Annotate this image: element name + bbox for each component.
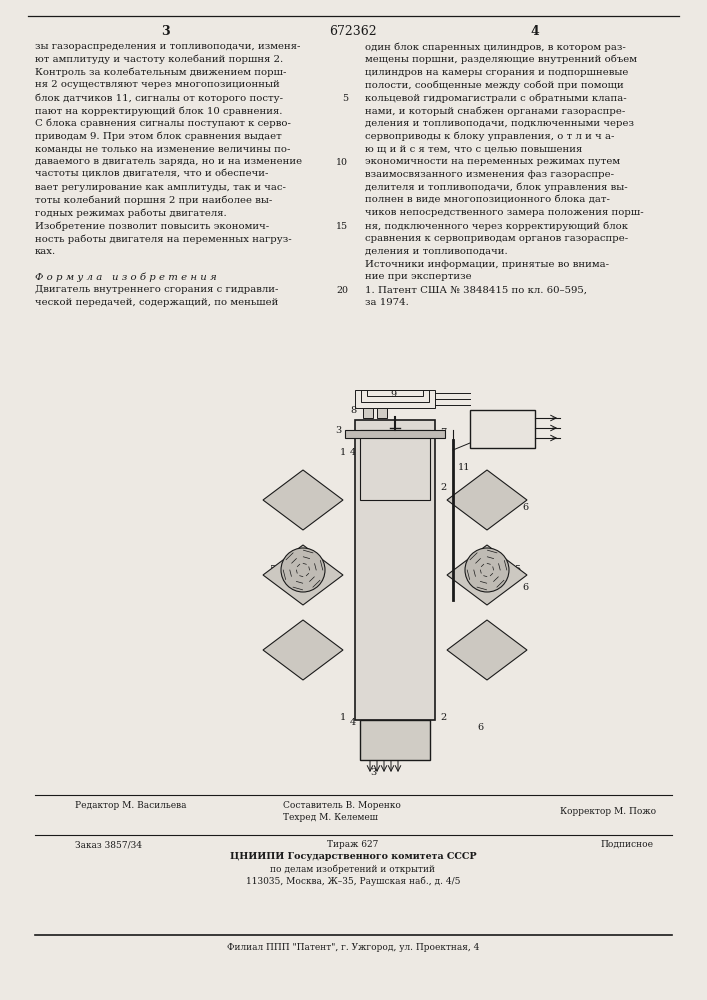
- Text: Контроль за колебательным движением порш-: Контроль за колебательным движением порш…: [35, 68, 286, 77]
- Text: ня, подключенного через корректирующий блок: ня, подключенного через корректирующий б…: [365, 221, 628, 231]
- Bar: [360, 430, 430, 500]
- Text: ю щ и й с я тем, что с целью повышения: ю щ и й с я тем, что с целью повышения: [365, 144, 583, 153]
- Text: 2: 2: [440, 713, 446, 722]
- Circle shape: [465, 548, 509, 592]
- Polygon shape: [263, 620, 343, 680]
- Text: Тираж 627: Тираж 627: [327, 840, 379, 849]
- Text: 8: 8: [350, 406, 356, 415]
- Text: Редактор М. Васильева: Редактор М. Васильева: [75, 801, 187, 810]
- Text: ня 2 осуществляют через многопозиционный: ня 2 осуществляют через многопозиционный: [35, 80, 280, 89]
- Text: 3: 3: [160, 25, 169, 38]
- Text: тоты колебаний поршня 2 при наиболее вы-: тоты колебаний поршня 2 при наиболее вы-: [35, 196, 272, 205]
- Text: 4: 4: [531, 25, 539, 38]
- Text: ность работы двигателя на переменных нагруз-: ность работы двигателя на переменных наг…: [35, 234, 291, 243]
- Bar: [355, 420, 435, 720]
- Text: полнен в виде многопозиционного блока дат-: полнен в виде многопозиционного блока да…: [365, 196, 610, 205]
- Text: С блока сравнения сигналы поступают к серво-: С блока сравнения сигналы поступают к се…: [35, 119, 291, 128]
- Text: вает регулирование как амплитуды, так и час-: вает регулирование как амплитуды, так и …: [35, 183, 286, 192]
- Text: 11: 11: [458, 463, 470, 472]
- Bar: [363, 408, 373, 418]
- Bar: [367, 390, 423, 396]
- Text: цилиндров на камеры сгорания и подпоршневые: цилиндров на камеры сгорания и подпоршне…: [365, 68, 629, 77]
- Text: 9: 9: [390, 390, 396, 399]
- Text: полости, сообщенные между собой при помощи: полости, сообщенные между собой при помо…: [365, 80, 624, 90]
- Text: блок датчиков 11, сигналы от которого посту-: блок датчиков 11, сигналы от которого по…: [35, 93, 283, 103]
- Text: 10: 10: [336, 158, 348, 167]
- Bar: [470, 410, 535, 448]
- Text: 672362: 672362: [329, 25, 377, 38]
- Text: даваемого в двигатель заряда, но и на изменение: даваемого в двигатель заряда, но и на из…: [35, 157, 302, 166]
- Text: Изобретение позволит повысить экономич-: Изобретение позволит повысить экономич-: [35, 221, 269, 231]
- Text: мещены поршни, разделяющие внутренний объем: мещены поршни, разделяющие внутренний об…: [365, 55, 637, 64]
- Text: Техред М. Келемеш: Техред М. Келемеш: [283, 813, 378, 822]
- Text: сервоприводы к блоку управления, о т л и ч а-: сервоприводы к блоку управления, о т л и…: [365, 132, 614, 141]
- Text: 3: 3: [370, 768, 376, 777]
- Text: годных режимах работы двигателя.: годных режимах работы двигателя.: [35, 208, 227, 218]
- Text: Двигатель внутреннего сгорания с гидравли-: Двигатель внутреннего сгорания с гидравл…: [35, 285, 279, 294]
- Text: кольцевой гидромагистрали с обратными клапа-: кольцевой гидромагистрали с обратными кл…: [365, 93, 626, 103]
- Text: деления и топливоподачи, подключенными через: деления и топливоподачи, подключенными ч…: [365, 119, 634, 128]
- Text: за 1974.: за 1974.: [365, 298, 409, 307]
- Text: ние при экспертизе: ние при экспертизе: [365, 272, 472, 281]
- Text: ЦНИИПИ Государственного комитета СССР: ЦНИИПИ Государственного комитета СССР: [230, 852, 477, 861]
- Text: 113035, Москва, Ж–35, Раушская наб., д. 4/5: 113035, Москва, Ж–35, Раушская наб., д. …: [246, 876, 460, 886]
- Text: Корректор М. Пожо: Корректор М. Пожо: [560, 807, 656, 816]
- Text: 7: 7: [440, 428, 446, 437]
- Text: 2: 2: [440, 483, 446, 492]
- Text: 6: 6: [477, 723, 483, 732]
- Text: ках.: ках.: [35, 247, 57, 256]
- Polygon shape: [447, 620, 527, 680]
- Text: делителя и топливоподачи, блок управления вы-: делителя и топливоподачи, блок управлени…: [365, 183, 628, 192]
- Text: Подписное: Подписное: [600, 840, 653, 849]
- Text: 1: 1: [340, 448, 346, 457]
- Text: ют амплитуду и частоту колебаний поршня 2.: ют амплитуду и частоту колебаний поршня …: [35, 55, 284, 64]
- Text: 4: 4: [350, 448, 356, 457]
- Text: деления и топливоподачи.: деления и топливоподачи.: [365, 247, 508, 256]
- Bar: [345, 430, 445, 438]
- Polygon shape: [447, 470, 527, 530]
- Text: 15: 15: [336, 222, 348, 231]
- Text: чиков непосредственного замера положения порш-: чиков непосредственного замера положения…: [365, 208, 643, 217]
- Bar: [355, 390, 435, 408]
- Text: 5: 5: [342, 94, 348, 103]
- Text: 1. Патент США № 3848415 по кл. 60–595,: 1. Патент США № 3848415 по кл. 60–595,: [365, 285, 587, 294]
- Text: нами, и который снабжен органами газораспре-: нами, и который снабжен органами газорас…: [365, 106, 625, 115]
- Text: частоты циклов двигателя, что и обеспечи-: частоты циклов двигателя, что и обеспечи…: [35, 170, 269, 179]
- Text: 4: 4: [350, 718, 356, 727]
- Bar: [360, 720, 430, 760]
- Text: 20: 20: [336, 286, 348, 295]
- Text: Заказ 3857/34: Заказ 3857/34: [75, 840, 142, 849]
- Polygon shape: [263, 545, 343, 605]
- Text: команды не только на изменение величины по-: команды не только на изменение величины …: [35, 144, 291, 153]
- Text: Составитель В. Моренко: Составитель В. Моренко: [283, 801, 401, 810]
- Text: приводам 9. При этом блок сравнения выдает: приводам 9. При этом блок сравнения выда…: [35, 132, 282, 141]
- Text: Источники информации, принятые во внима-: Источники информации, принятые во внима-: [365, 260, 609, 269]
- Text: ческой передачей, содержащий, по меньшей: ческой передачей, содержащий, по меньшей: [35, 298, 279, 307]
- Text: 1: 1: [340, 713, 346, 722]
- Text: взаимосвязанного изменения фаз газораспре-: взаимосвязанного изменения фаз газораспр…: [365, 170, 614, 179]
- Text: экономичности на переменных режимах путем: экономичности на переменных режимах путе…: [365, 157, 620, 166]
- Text: по делам изобретений и открытий: по делам изобретений и открытий: [271, 864, 436, 874]
- Text: 6: 6: [522, 503, 528, 512]
- Text: 5: 5: [514, 566, 520, 574]
- Text: Ф о р м у л а   и з о б р е т е н и я: Ф о р м у л а и з о б р е т е н и я: [35, 272, 217, 282]
- Text: 10: 10: [496, 424, 509, 434]
- Text: сравнения к сервоприводам органов газораспре-: сравнения к сервоприводам органов газора…: [365, 234, 628, 243]
- Polygon shape: [263, 470, 343, 530]
- Text: зы газораспределения и топливоподачи, изменя-: зы газораспределения и топливоподачи, из…: [35, 42, 300, 51]
- Polygon shape: [447, 545, 527, 605]
- Text: Филиал ППП "Патент", г. Ужгород, ул. Проектная, 4: Филиал ППП "Патент", г. Ужгород, ул. Про…: [227, 943, 479, 952]
- Circle shape: [281, 548, 325, 592]
- Text: 6: 6: [522, 583, 528, 592]
- Text: один блок спаренных цилиндров, в котором раз-: один блок спаренных цилиндров, в котором…: [365, 42, 626, 51]
- Text: 3: 3: [335, 426, 341, 435]
- Bar: [361, 390, 429, 402]
- Text: пают на корректирующий блок 10 сравнения.: пают на корректирующий блок 10 сравнения…: [35, 106, 283, 115]
- Text: 5: 5: [269, 566, 275, 574]
- Bar: [377, 408, 387, 418]
